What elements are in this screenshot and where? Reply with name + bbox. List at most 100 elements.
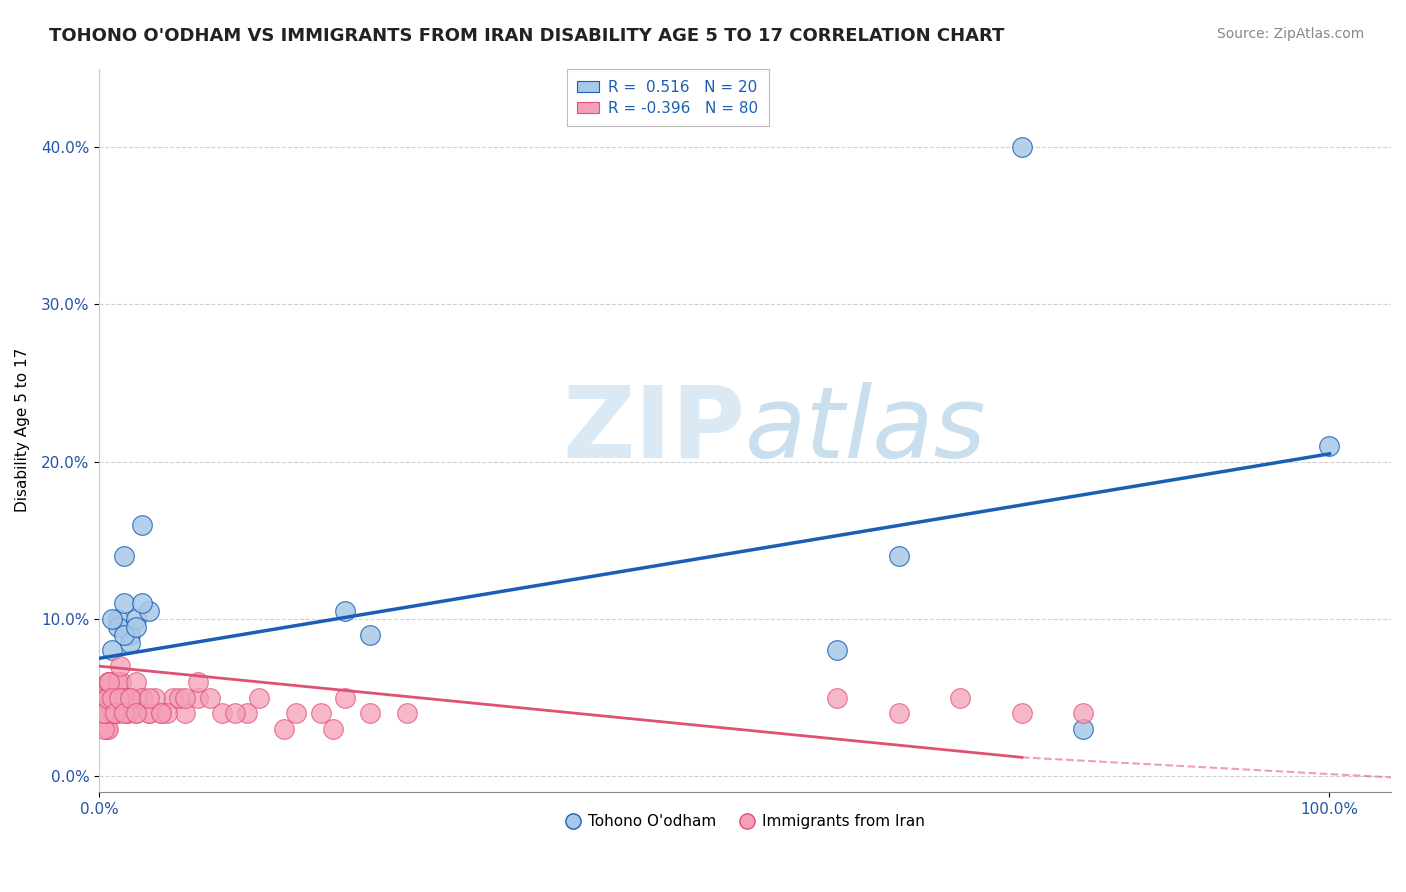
Point bbox=[103, 706, 125, 721]
Legend: Tohono O'odham, Immigrants from Iran: Tohono O'odham, Immigrants from Iran bbox=[560, 808, 931, 835]
Point bbox=[101, 706, 124, 721]
Point bbox=[309, 706, 332, 721]
Point bbox=[96, 722, 118, 736]
Point bbox=[1073, 722, 1095, 736]
Point bbox=[138, 706, 160, 721]
Point bbox=[100, 690, 122, 705]
Point bbox=[108, 690, 131, 705]
Point bbox=[107, 706, 129, 721]
Point bbox=[247, 690, 270, 705]
Point bbox=[125, 674, 148, 689]
Point bbox=[112, 706, 135, 721]
Point bbox=[120, 628, 142, 642]
Point bbox=[96, 690, 118, 705]
Point bbox=[94, 706, 117, 721]
Point bbox=[120, 690, 142, 705]
Point bbox=[187, 674, 209, 689]
Point bbox=[96, 690, 118, 705]
Point bbox=[112, 690, 135, 705]
Text: atlas: atlas bbox=[745, 382, 987, 479]
Point bbox=[1319, 439, 1341, 453]
Point bbox=[174, 690, 197, 705]
Point bbox=[107, 612, 129, 626]
Point bbox=[97, 690, 120, 705]
Point bbox=[94, 706, 117, 721]
Point bbox=[224, 706, 246, 721]
Point bbox=[100, 690, 122, 705]
Point bbox=[100, 690, 122, 705]
Point bbox=[131, 596, 153, 610]
Point bbox=[273, 722, 295, 736]
Point bbox=[174, 706, 197, 721]
Point bbox=[120, 635, 142, 649]
Y-axis label: Disability Age 5 to 17: Disability Age 5 to 17 bbox=[15, 348, 30, 512]
Point bbox=[198, 690, 221, 705]
Point bbox=[117, 706, 139, 721]
Point bbox=[120, 690, 142, 705]
Point bbox=[149, 706, 172, 721]
Point bbox=[94, 706, 117, 721]
Point bbox=[149, 706, 172, 721]
Point bbox=[100, 706, 122, 721]
Point bbox=[115, 706, 138, 721]
Point bbox=[96, 690, 118, 705]
Point bbox=[335, 690, 357, 705]
Point bbox=[98, 674, 121, 689]
Point bbox=[104, 706, 127, 721]
Point bbox=[887, 706, 910, 721]
Text: Source: ZipAtlas.com: Source: ZipAtlas.com bbox=[1216, 27, 1364, 41]
Point bbox=[97, 674, 120, 689]
Point bbox=[162, 690, 184, 705]
Point bbox=[98, 674, 121, 689]
Point bbox=[322, 722, 344, 736]
Text: TOHONO O'ODHAM VS IMMIGRANTS FROM IRAN DISABILITY AGE 5 TO 17 CORRELATION CHART: TOHONO O'ODHAM VS IMMIGRANTS FROM IRAN D… bbox=[49, 27, 1004, 45]
Point bbox=[100, 690, 122, 705]
Point bbox=[110, 659, 132, 673]
Point bbox=[138, 604, 160, 618]
Point bbox=[91, 690, 114, 705]
Point bbox=[112, 549, 135, 563]
Point bbox=[100, 643, 122, 657]
Point bbox=[103, 674, 125, 689]
Point bbox=[827, 643, 849, 657]
Point bbox=[138, 690, 160, 705]
Point bbox=[887, 549, 910, 563]
Point bbox=[285, 706, 308, 721]
Point bbox=[112, 690, 135, 705]
Point bbox=[138, 706, 160, 721]
Point bbox=[1011, 140, 1033, 154]
Point bbox=[104, 690, 127, 705]
Point bbox=[93, 706, 115, 721]
Point bbox=[1011, 706, 1033, 721]
Point bbox=[93, 722, 115, 736]
Point bbox=[949, 690, 972, 705]
Point bbox=[112, 628, 135, 642]
Point bbox=[125, 620, 148, 634]
Point bbox=[112, 596, 135, 610]
Point bbox=[108, 690, 131, 705]
Point bbox=[395, 706, 418, 721]
Point bbox=[125, 706, 148, 721]
Point bbox=[156, 706, 179, 721]
Point bbox=[359, 706, 381, 721]
Point bbox=[96, 690, 118, 705]
Point bbox=[110, 674, 132, 689]
Point bbox=[236, 706, 259, 721]
Point bbox=[1073, 706, 1095, 721]
Point bbox=[131, 690, 153, 705]
Point bbox=[107, 620, 129, 634]
Point bbox=[131, 517, 153, 532]
Point bbox=[107, 690, 129, 705]
Point bbox=[359, 628, 381, 642]
Point bbox=[169, 690, 191, 705]
Point bbox=[100, 612, 122, 626]
Point bbox=[120, 690, 142, 705]
Point bbox=[125, 612, 148, 626]
Point bbox=[131, 690, 153, 705]
Point bbox=[105, 690, 128, 705]
Point bbox=[827, 690, 849, 705]
Point bbox=[143, 690, 166, 705]
Point bbox=[211, 706, 233, 721]
Point bbox=[98, 674, 121, 689]
Point bbox=[125, 706, 148, 721]
